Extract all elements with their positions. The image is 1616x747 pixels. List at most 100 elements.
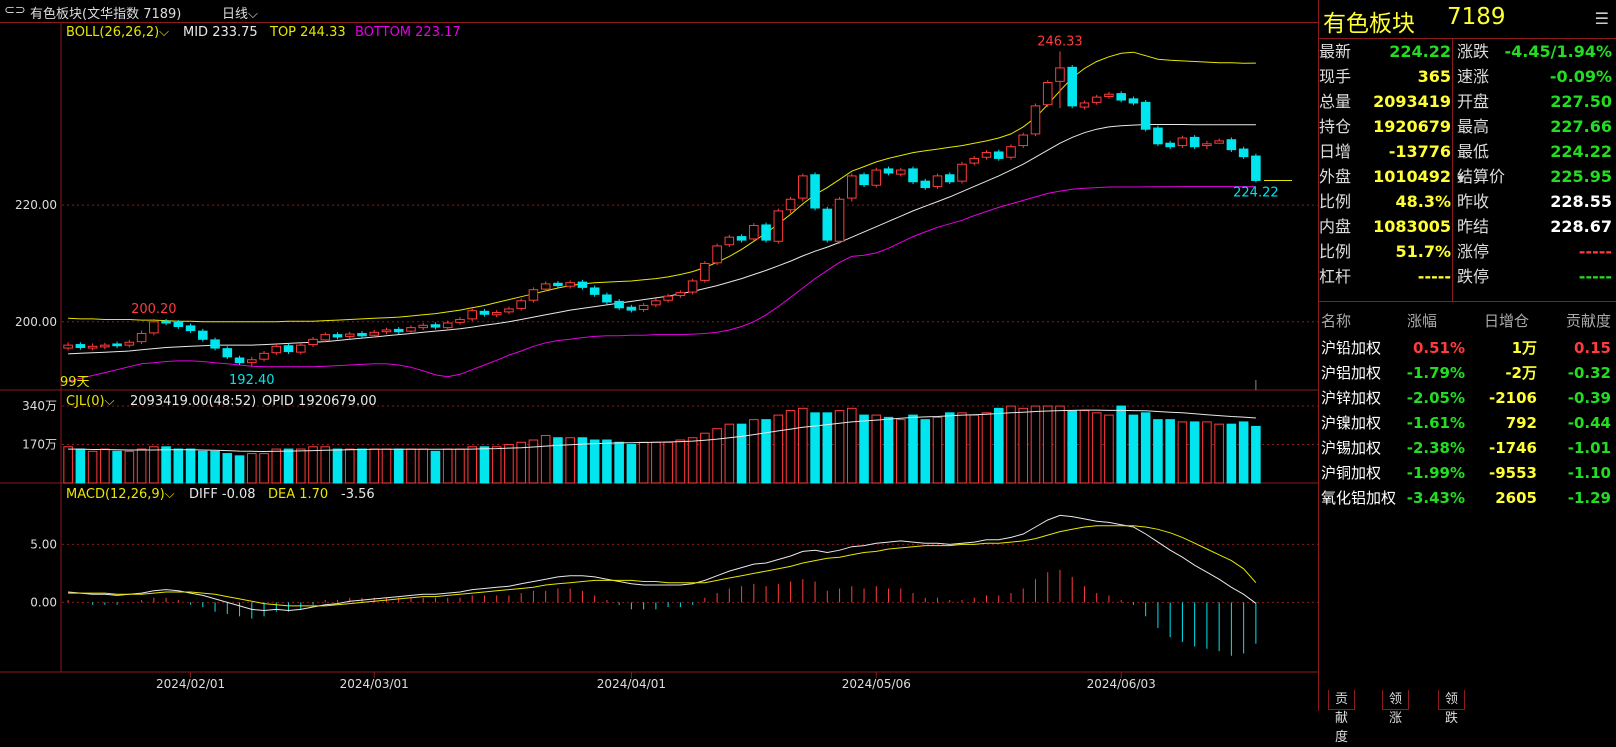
candle-body[interactable] [1251,155,1261,181]
candle-body[interactable] [847,175,857,199]
candle-body[interactable] [1140,101,1151,130]
candle-body[interactable] [63,344,73,349]
candle-body[interactable] [357,332,367,337]
candle-body[interactable] [1189,136,1200,148]
candle-body[interactable] [234,357,245,364]
link-icon[interactable]: ⊂⊃ [4,3,26,18]
candle-body[interactable] [1214,140,1224,144]
candle-body[interactable] [455,318,465,323]
candle-body[interactable] [1079,102,1090,108]
candle-body[interactable] [687,280,698,293]
candle-body[interactable] [540,283,551,290]
candle-body[interactable] [589,287,600,295]
candle-body[interactable] [418,324,429,329]
candle-body[interactable] [259,352,269,360]
candle-body[interactable] [1116,93,1126,101]
candle-body[interactable] [871,169,882,186]
volume-indicator-name[interactable]: CJL(0)⌵ [66,394,115,409]
candle-body[interactable] [981,152,992,158]
candle-body[interactable] [320,334,331,341]
candle-body[interactable] [1128,98,1139,104]
candle-body[interactable] [369,331,380,336]
candle-body[interactable] [1104,93,1114,98]
candle-body[interactable] [773,210,784,242]
candle-body[interactable] [1177,137,1188,147]
candle-body[interactable] [100,344,110,348]
contrib-row[interactable]: 沪铅加权 0.51% 1万 0.15 [1319,336,1616,361]
candle-body[interactable] [663,295,673,301]
candle-body[interactable] [957,163,967,182]
candle-body[interactable] [149,321,159,334]
candle-body[interactable] [295,344,306,353]
candle-body[interactable] [700,262,710,281]
candle-body[interactable] [712,245,722,264]
candle-body[interactable] [1165,142,1175,148]
candle-body[interactable] [75,344,86,348]
candle-body[interactable] [344,333,355,337]
candle-body[interactable] [1030,105,1041,135]
candle-body[interactable] [1006,146,1016,158]
candle-body[interactable] [504,308,514,313]
contrib-header-cell[interactable]: 名称 [1321,312,1352,330]
candle-body[interactable] [834,198,845,242]
candle-body[interactable] [222,348,233,358]
contrib-row[interactable]: 氧化铝加权 -3.43% 2605 -1.29 [1319,486,1616,511]
candle-body[interactable] [1042,82,1053,106]
candle-body[interactable] [993,151,1004,159]
candle-body[interactable] [198,330,208,340]
candle-body[interactable] [1055,67,1065,82]
candle-body[interactable] [1067,66,1077,107]
candle-body[interactable] [908,168,918,183]
boll-indicator-name[interactable]: BOLL(26,26,2)⌵ [66,25,169,40]
candle-body[interactable] [614,300,624,309]
contrib-header-cell[interactable]: 涨幅 [1406,312,1437,330]
candle-body[interactable] [944,174,955,183]
candle-body[interactable] [87,345,98,349]
candle-body[interactable] [185,325,196,332]
chart-area[interactable]: 220.00 200.00 246.33 200.20 192.40 224.22 99天 B… [0,22,1318,711]
candle-body[interactable] [161,320,171,324]
contrib-header-cell[interactable]: 贡献度 [1565,312,1611,330]
candle-body[interactable] [638,304,649,311]
candle-body[interactable] [785,198,796,211]
candle-body[interactable] [210,339,220,349]
candle-body[interactable] [1226,139,1237,151]
contrib-row[interactable]: 沪锡加权 -2.38% -1746 -1.01 [1319,436,1616,461]
tab-top-gainers[interactable]: 领涨 [1382,690,1410,726]
candle-body[interactable] [516,300,526,309]
candle-body[interactable] [479,310,490,315]
period-selector[interactable]: 日线⌵ [222,3,258,22]
candle-body[interactable] [1018,134,1029,147]
candle-body[interactable] [798,175,808,199]
candle-body[interactable] [406,327,416,332]
candle-body[interactable] [749,225,759,240]
candle-body[interactable] [467,310,477,320]
candle-body[interactable] [430,324,441,328]
candle-body[interactable] [393,328,404,333]
contrib-header-cell[interactable]: 日增仓 [1483,312,1529,330]
candle-body[interactable] [859,174,869,186]
candle-body[interactable] [675,292,686,297]
candle-body[interactable] [565,282,575,287]
contrib-row[interactable]: 沪铝加权 -1.79% -2万 -0.32 [1319,361,1616,386]
candle-body[interactable] [626,306,637,311]
candle-body[interactable] [810,174,820,209]
candle-body[interactable] [1202,143,1212,147]
candle-body[interactable] [761,224,771,241]
candle-body[interactable] [124,341,135,346]
candle-body[interactable] [724,236,735,246]
candle-body[interactable] [932,175,943,187]
candle-body[interactable] [283,345,294,353]
macd-indicator-name[interactable]: MACD(12,26,9)⌵ [66,487,175,502]
candle-body[interactable] [247,359,257,364]
candle-body[interactable] [381,329,392,333]
candle-body[interactable] [1153,127,1163,145]
kline-chart[interactable]: 220.00 200.00 246.33 200.20 192.40 224.22 99天 B… [0,22,1318,711]
contrib-row[interactable]: 沪镍加权 -1.61% 792 -0.44 [1319,411,1616,436]
candle-body[interactable] [332,334,343,338]
candle-body[interactable] [651,300,661,306]
candle-body[interactable] [308,338,318,346]
candle-body[interactable] [271,345,282,354]
menu-icon[interactable]: ☰ [1594,9,1609,28]
contrib-row[interactable]: 沪铜加权 -1.99% -9553 -1.10 [1319,461,1616,486]
